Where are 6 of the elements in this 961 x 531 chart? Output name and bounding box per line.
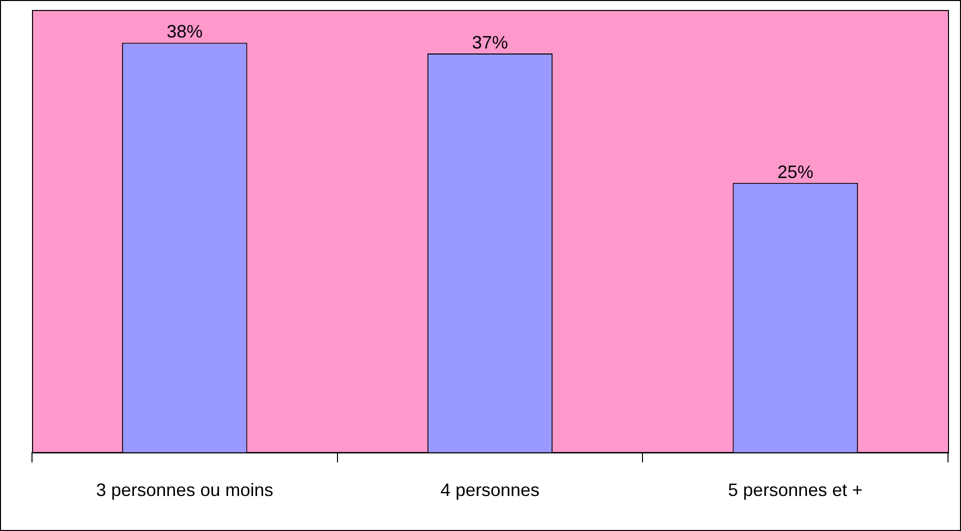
x-tick-label: 3 personnes ou moins bbox=[96, 480, 274, 500]
data-label: 37% bbox=[472, 32, 508, 53]
data-label: 38% bbox=[166, 22, 203, 42]
x-tick-label: 4 personnes bbox=[440, 480, 540, 500]
data-label: 25% bbox=[777, 162, 814, 182]
x-tick-label: 5 personnes et + bbox=[728, 480, 863, 500]
